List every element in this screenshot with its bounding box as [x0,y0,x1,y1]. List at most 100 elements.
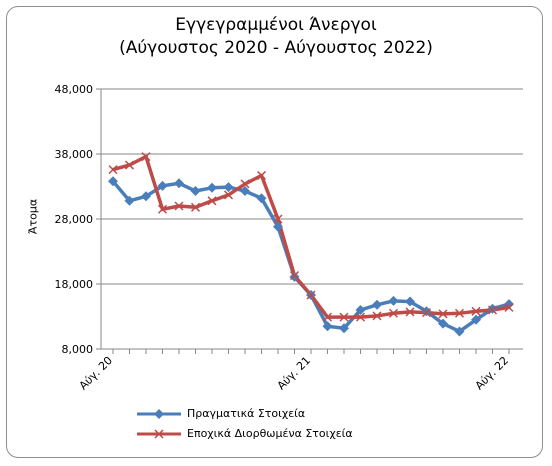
data-point-actual [207,182,217,193]
y-tick-labels: 8,000 18,000 28,000 38,000 48,000 [55,83,94,356]
legend-item-seasonal: Εποχικά Διορθωμένα Στοιχεία [135,425,455,445]
data-point-seasonal [157,204,168,214]
data-point-actual [174,178,184,189]
data-point-actual [141,191,151,202]
y-tick-label: 8,000 [62,343,94,356]
star-marker-stroke [405,307,415,317]
y-tick-label: 48,000 [55,83,94,96]
data-point-seasonal [504,302,514,312]
data-point-actual [487,303,498,314]
data-point-seasonal [339,312,349,322]
data-point-seasonal [306,290,316,300]
data-point-actual [124,195,135,206]
star-marker-stroke [240,179,250,189]
x-tick-label: Αύγ. 22 [473,354,511,392]
star-marker-stroke [454,308,465,318]
star-marker-stroke [256,170,267,180]
legend-label-seasonal: Εποχικά Διορθωμένα Στοιχεία [187,427,353,440]
series-layer [108,152,514,337]
data-point-seasonal [388,308,399,318]
chart-title: Εγγεγραμμένοι Άνεργοι [175,15,377,35]
data-point-seasonal [141,152,151,162]
data-point-actual [240,186,250,197]
star-marker-stroke [306,290,316,300]
data-point-seasonal [438,309,448,319]
data-point-actual [471,314,481,325]
star-marker-stroke [421,308,432,318]
data-point-actual [372,299,382,310]
star-marker-stroke [487,305,498,315]
star-marker-stroke [108,165,118,175]
series-line-1 [111,180,510,334]
data-point-actual [322,321,333,332]
data-point-seasonal [454,308,465,318]
data-point-seasonal [322,312,333,322]
data-point-seasonal [108,165,118,175]
star-marker-stroke [322,312,333,322]
star-marker-stroke [372,311,382,321]
star-marker-stroke [207,196,217,206]
star-marker-stroke [355,312,366,322]
data-point-seasonal [289,271,300,281]
star-marker-stroke [339,312,349,322]
data-point-seasonal [421,308,432,318]
data-point-seasonal [355,312,366,322]
y-tick-label: 38,000 [55,148,94,161]
data-point-actual [355,305,366,315]
data-point-seasonal [372,311,382,321]
data-point-seasonal [405,307,415,317]
x-tick-label: Αύγ. 21 [275,354,313,392]
y-tick-label: 18,000 [55,278,94,291]
star-marker-stroke [174,201,184,211]
star-marker-stroke [223,190,234,200]
star-marker-stroke [388,308,399,318]
star-marker-stroke [438,309,448,319]
data-point-seasonal [223,190,234,200]
data-point-actual [223,182,234,193]
star-marker-stroke [157,204,168,214]
legend-symbol-diamond [137,409,181,419]
data-point-actual [454,326,465,337]
star-marker-stroke [289,271,300,281]
axes [96,88,523,354]
star-marker-stroke [190,202,201,212]
chart-frame [6,6,543,458]
star-marker-stroke [124,160,135,170]
data-point-seasonal [471,306,481,316]
star-marker-stroke [273,214,283,224]
data-point-seasonal [124,160,135,170]
data-point-seasonal [273,214,283,224]
star-marker-stroke [471,306,481,316]
legend: Πραγματικά Στοιχεία Εποχικά Διορθωμένα Σ… [135,405,455,445]
data-point-actual [388,295,399,306]
star-marker-stroke [504,302,514,312]
data-point-seasonal [487,305,498,315]
data-point-seasonal [174,201,184,211]
grid-lines [101,88,523,350]
data-point-actual [339,323,349,334]
data-point-actual [273,221,283,232]
data-point-actual [108,176,118,187]
star-marker-stroke [141,152,151,162]
legend-label-actual: Πραγματικά Στοιχεία [187,407,306,420]
data-point-actual [157,180,168,191]
data-point-actual [421,306,432,317]
data-point-seasonal [207,196,217,206]
x-tick-labels: Αύγ. 20 Αύγ. 21 Αύγ. 22 [77,354,511,392]
data-point-actual [256,193,267,204]
x-tick-label: Αύγ. 20 [77,354,115,392]
data-point-actual [405,296,415,307]
data-point-actual [438,318,448,329]
legend-symbol-star [137,429,181,439]
data-point-seasonal [190,202,201,212]
data-point-actual [190,186,201,197]
legend-item-actual: Πραγματικά Στοιχεία [135,405,455,425]
chart-subtitle: (Αύγουστος 2020 - Αύγουστος 2022) [119,38,433,58]
data-point-seasonal [256,170,267,180]
y-tick-label: 28,000 [55,213,94,226]
data-point-seasonal [240,179,250,189]
data-point-actual [504,299,514,310]
chart-title-block: Εγγεγραμμένοι Άνεργοι (Αύγουστος 2020 - … [0,14,552,60]
data-point-actual [289,271,300,282]
